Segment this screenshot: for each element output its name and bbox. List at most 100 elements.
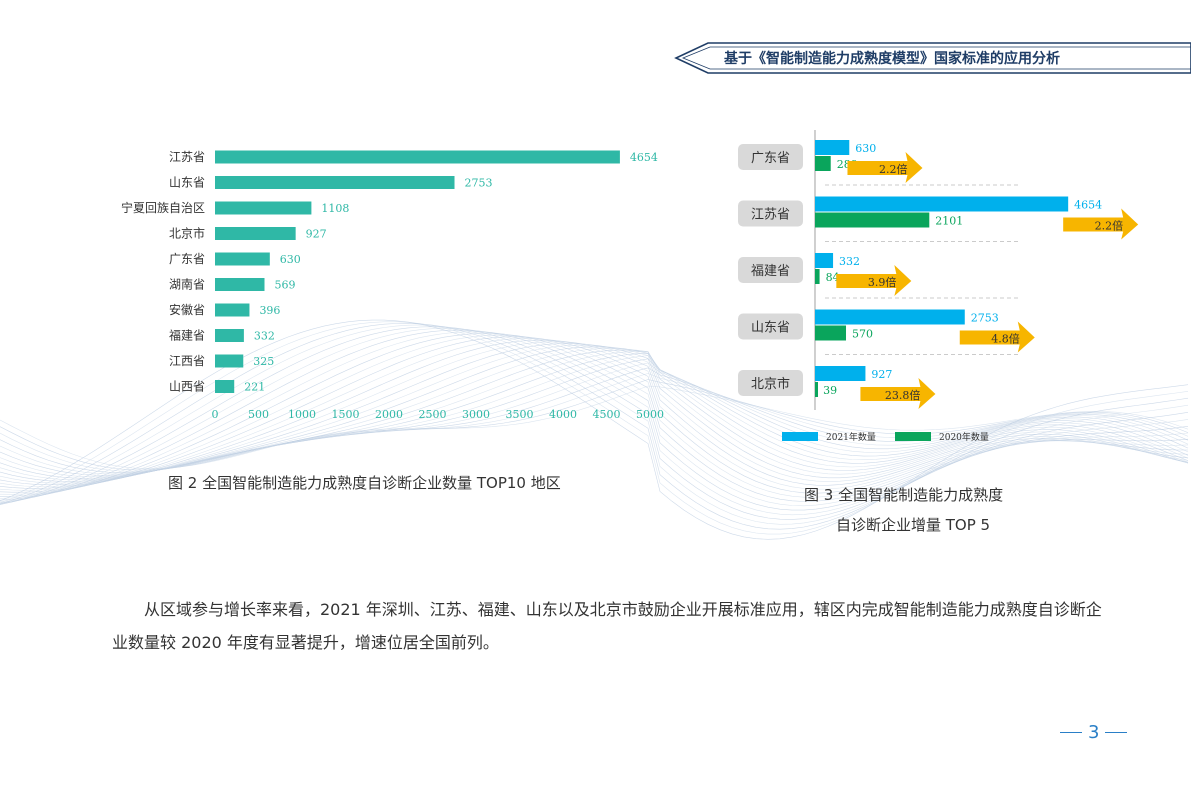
fig2-category-label: 广东省 (169, 252, 205, 266)
wave-line (0, 326, 1189, 520)
fig3-legend-swatch-2020 (895, 432, 931, 441)
fig3-bar-2020 (815, 269, 820, 284)
fig2-x-tick-label: 500 (248, 408, 269, 421)
fig2-category-label: 江苏省 (169, 150, 205, 164)
fig3-category-label: 福建省 (751, 264, 790, 279)
fig3-value-2021: 332 (839, 255, 860, 268)
fig2-bar-chart: 江苏省 4654 山东省 2753 宁夏回族自治区 1108 北京市 927 广东省 630 湖南省… (121, 150, 664, 421)
fig3-category-label: 江苏省 (751, 207, 790, 223)
fig3-value-2020: 84 (826, 271, 840, 284)
fig2-category-label: 山东省 (169, 176, 205, 190)
fig3-legend-swatch-2021 (782, 432, 818, 441)
fig2-value-label: 332 (254, 330, 275, 343)
fig2-x-tick-label: 3000 (462, 408, 490, 421)
fig3-bar-2020 (815, 325, 847, 341)
fig2-value-label: 927 (306, 228, 327, 241)
header-title: 基于《智能制造能力成熟度模型》国家标准的应用分析 (724, 51, 1060, 67)
fig3-bar-2021 (815, 366, 866, 381)
fig2-category-label: 江西省 (169, 354, 205, 368)
fig3-value-2021: 927 (871, 368, 892, 381)
fig2-bar (215, 227, 296, 240)
fig3-legend-label-2021: 2021年数量 (826, 431, 876, 443)
header-arrow-banner (674, 42, 1191, 74)
fig2-x-tick-label: 2000 (375, 408, 403, 421)
fig3-growth-arrow (860, 378, 936, 409)
fig3-growth-arrow (847, 152, 923, 183)
fig3-bar-2020 (815, 156, 831, 171)
fig2-value-label: 630 (280, 253, 301, 266)
fig3-category-pill (738, 257, 803, 283)
fig3-value-2021: 630 (855, 142, 876, 155)
wave-line (0, 329, 1189, 511)
fig3-caption-line1: 图 3 全国智能制造能力成熟度 (804, 486, 1004, 504)
wave-line (0, 379, 1189, 471)
fig2-category-label: 北京市 (169, 226, 205, 241)
fig2-value-label: 325 (253, 355, 274, 368)
wave-line (0, 339, 1189, 493)
fig3-caption-line2: 自诊断企业增量 TOP 5 (836, 516, 991, 534)
fig3-growth-label: 3.9倍 (868, 275, 897, 289)
fig3-category-label: 山东省 (751, 321, 790, 336)
fig2-category-label: 宁夏回族自治区 (121, 200, 205, 215)
fig2-value-label: 396 (259, 304, 280, 317)
fig2-x-tick-label: 3500 (506, 408, 534, 421)
wave-line (0, 367, 1189, 473)
fig3-category-pill (738, 370, 803, 396)
wave-line (0, 343, 1189, 489)
wave-line (0, 324, 1189, 525)
fig3-growth-label: 2.2倍 (879, 162, 908, 176)
page-number-right-arrow (1105, 732, 1128, 733)
body-paragraph: 从区域参与增长率来看，2021 年深圳、江苏、福建、山东以及北京市鼓励企业开展标… (112, 593, 1112, 659)
fig2-bar (215, 380, 235, 393)
fig3-category-pill (738, 144, 803, 170)
fig2-x-tick-label: 1000 (288, 408, 316, 421)
page-number-block: 3 (1060, 722, 1128, 743)
fig2-x-tick-label: 0 (212, 408, 219, 421)
fig2-x-tick-label: 4500 (593, 408, 621, 421)
fig3-growth-arrow (959, 321, 1035, 353)
wave-line (0, 373, 1189, 472)
fig3-value-2021: 2753 (971, 312, 999, 325)
wave-line (0, 321, 1189, 535)
fig2-value-label: 2753 (465, 177, 493, 190)
fig2-x-tick-label: 1500 (332, 408, 360, 421)
page-number: 3 (1088, 722, 1100, 743)
fig2-x-tick-label: 2500 (419, 408, 447, 421)
wave-line (0, 341, 1189, 491)
fig3-growth-arrow (836, 265, 912, 296)
fig3-category-label: 北京市 (751, 376, 790, 392)
wave-line (0, 319, 1189, 540)
wave-line (0, 328, 1189, 516)
fig2-x-tick-label: 4000 (549, 408, 577, 421)
fig3-growth-label: 4.8倍 (991, 332, 1020, 346)
fig2-category-label: 福建省 (169, 328, 205, 343)
wave-line (0, 334, 1189, 499)
fig2-bar (215, 201, 312, 215)
wave-line (0, 336, 1189, 497)
body-paragraph-text: 从区域参与增长率来看，2021 年深圳、江苏、福建、山东以及北京市鼓励企业开展标… (112, 600, 1102, 652)
fig2-value-label: 221 (244, 381, 265, 394)
fig2-bar (215, 329, 244, 342)
fig3-bar-2021 (815, 140, 850, 155)
fig2-category-label: 安徽省 (169, 302, 205, 317)
fig3-growth-label: 2.2倍 (1095, 219, 1124, 233)
fig2-bar (215, 278, 265, 291)
fig3-growth-label: 23.8倍 (885, 388, 921, 402)
fig3-category-pill (738, 200, 803, 227)
fig3-value-2020: 570 (852, 328, 873, 341)
fig2-category-label: 湖南省 (169, 277, 205, 292)
fig3-category-label: 广东省 (751, 151, 790, 166)
fig2-bar (215, 252, 270, 266)
fig2-value-label: 1108 (321, 202, 349, 215)
fig2-bar (215, 303, 250, 317)
fig3-bar-2021 (815, 253, 834, 268)
wave-line (0, 385, 1189, 469)
page-number-left-arrow (1060, 732, 1082, 733)
fig2-value-label: 4654 (630, 151, 658, 164)
fig2-caption: 图 2 全国智能制造能力成熟度自诊断企业数量 TOP10 地区 (168, 474, 561, 492)
fig3-bar-2021 (815, 196, 1069, 212)
fig3-legend-label-2020: 2020年数量 (939, 431, 989, 443)
fig2-category-label: 山西省 (169, 380, 205, 394)
